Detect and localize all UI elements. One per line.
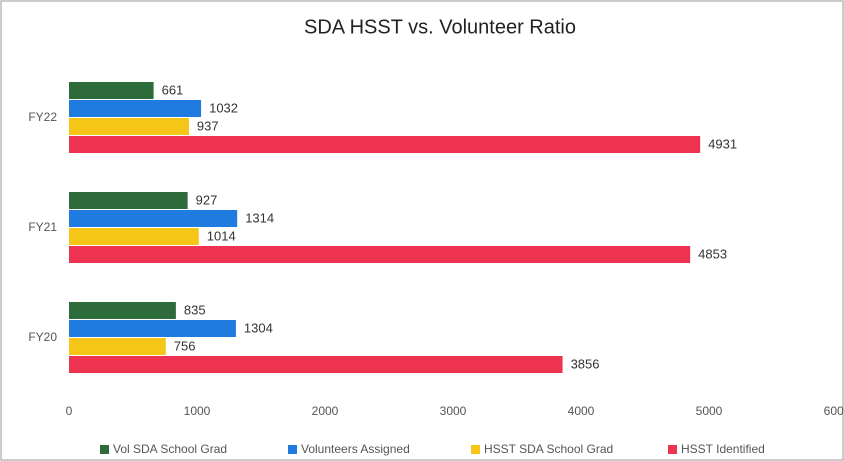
y-tick-label: FY22 [28, 110, 57, 124]
bar [69, 136, 701, 153]
legend-label: Volunteers Assigned [301, 442, 410, 456]
bar [69, 356, 563, 373]
legend-swatch [471, 445, 480, 454]
bar [69, 320, 236, 337]
data-label: 1314 [245, 210, 274, 225]
x-tick-label: 1000 [184, 404, 211, 418]
x-tick-label: 3000 [440, 404, 467, 418]
bar [69, 100, 202, 117]
bar [69, 82, 154, 99]
legend-label: Vol SDA School Grad [113, 442, 227, 456]
y-tick-label: FY20 [28, 330, 57, 344]
x-tick-label: 2000 [312, 404, 339, 418]
data-label: 1014 [207, 228, 236, 243]
bar [69, 246, 691, 263]
data-label: 1304 [244, 320, 273, 335]
x-tick-label: 5000 [696, 404, 723, 418]
y-tick-label: FY21 [28, 220, 57, 234]
data-label: 4853 [698, 246, 727, 261]
bar [69, 192, 188, 209]
bar [69, 118, 189, 135]
bar [69, 228, 199, 245]
legend-swatch [100, 445, 109, 454]
bar [69, 210, 238, 227]
data-label: 1032 [209, 100, 238, 115]
bar [69, 338, 166, 355]
chart-title: SDA HSST vs. Volunteer Ratio [304, 16, 576, 38]
data-label: 937 [197, 118, 219, 133]
data-label: 3856 [571, 356, 600, 371]
x-tick-label: 4000 [568, 404, 595, 418]
data-label: 661 [162, 82, 184, 97]
x-tick-label: 6000 [824, 404, 844, 418]
legend-swatch [288, 445, 297, 454]
data-label: 4931 [708, 136, 737, 151]
x-tick-label: 0 [66, 404, 73, 418]
legend-swatch [668, 445, 677, 454]
bar [69, 302, 176, 319]
data-label: 835 [184, 302, 206, 317]
data-label: 927 [196, 192, 218, 207]
data-label: 756 [174, 338, 196, 353]
legend-label: HSST Identified [681, 442, 765, 456]
legend-label: HSST SDA School Grad [484, 442, 613, 456]
